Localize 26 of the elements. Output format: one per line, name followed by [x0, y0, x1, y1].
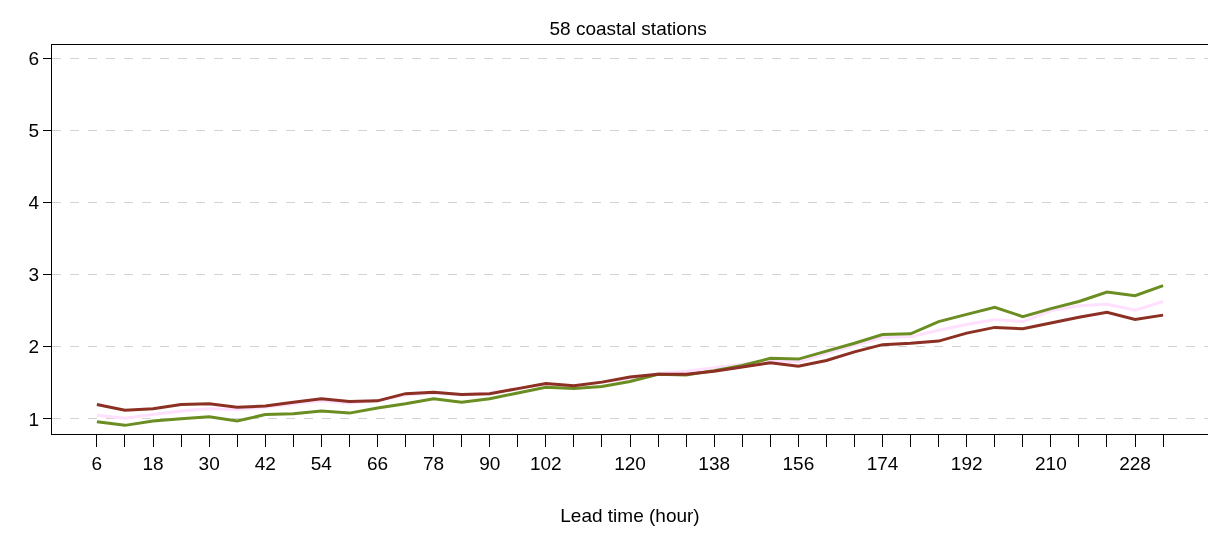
x-tick-label: 120 — [614, 452, 646, 474]
x-tick-label: 30 — [198, 452, 220, 474]
x-tick-label: 138 — [698, 452, 731, 474]
x-tick-label: 156 — [782, 452, 815, 474]
x-tick-label: 54 — [310, 452, 333, 474]
x-tick-label: 210 — [1035, 452, 1067, 474]
x-tick-label: 78 — [423, 452, 445, 474]
x-tick-label: 6 — [91, 452, 103, 474]
x-tick-label: 42 — [254, 452, 276, 474]
y-tick-label: 2 — [28, 336, 40, 358]
x-tick-label: 174 — [866, 452, 899, 474]
x-tick-label: 18 — [142, 452, 164, 474]
y-tick-label: 3 — [28, 264, 40, 286]
y-tick-label: 4 — [28, 192, 40, 214]
x-tick-label: 228 — [1119, 452, 1151, 474]
y-tick-label: 1 — [28, 408, 40, 430]
chart-title: 58 coastal stations — [549, 18, 707, 40]
x-axis-title: Lead time (hour) — [560, 504, 700, 526]
x-tick-label: 66 — [366, 452, 389, 474]
line-series — [95, 310, 1165, 412]
y-tick-label: 5 — [28, 120, 40, 142]
y-tick-label: 6 — [28, 48, 40, 70]
line-series — [95, 284, 1165, 427]
x-tick-label: 102 — [529, 452, 562, 474]
x-tick-label: 192 — [950, 452, 983, 474]
x-tick-label: 90 — [479, 452, 501, 474]
